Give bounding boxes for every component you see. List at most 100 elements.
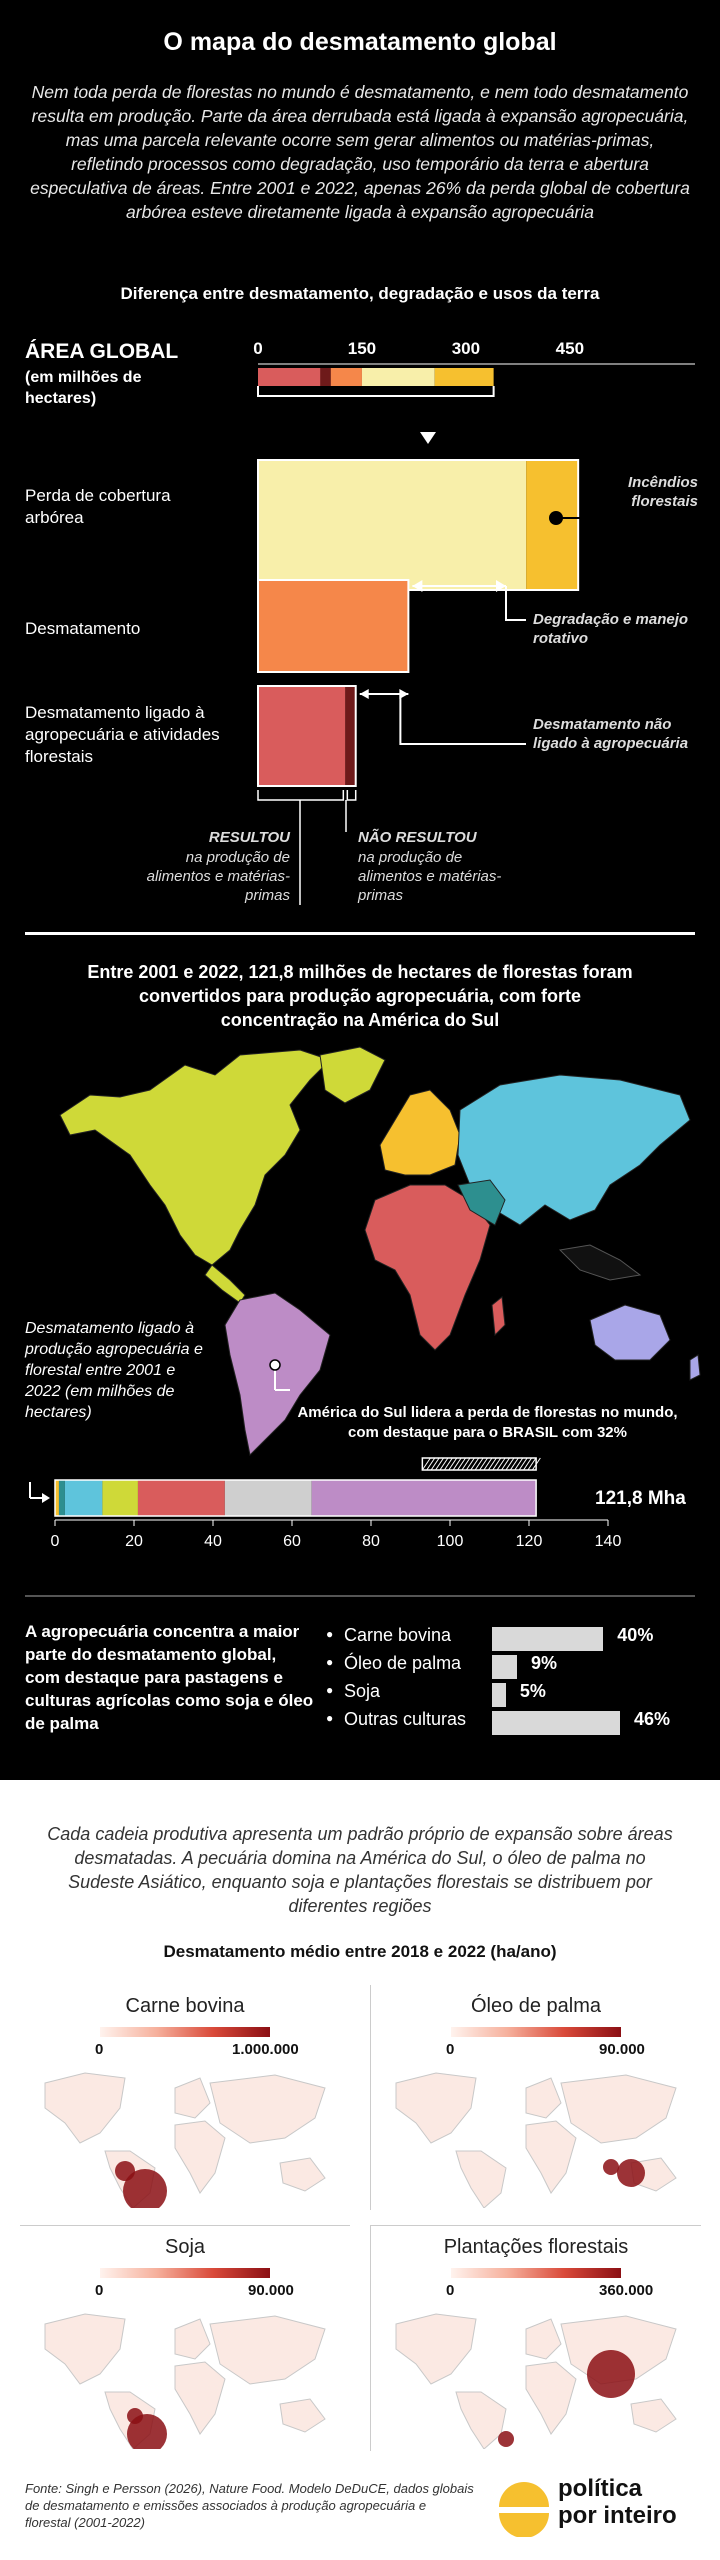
hatch-line (518, 1457, 528, 1471)
bar-tree-loss-main (258, 460, 527, 590)
axis-tick-label: 450 (556, 339, 584, 358)
world-map (59, 1046, 701, 1457)
commodity-world-map (395, 2313, 677, 2449)
hotspot-area (127, 2408, 143, 2424)
scale-max-label: 90.000 (248, 2282, 294, 2299)
hatch-line (492, 1457, 502, 1471)
hotspot-area (115, 2161, 135, 2181)
color-scale-bar (100, 2268, 270, 2278)
label-nao-resultou: NÃO RESULTOU (358, 829, 477, 846)
non-agri-pointer (399, 694, 526, 745)
degradation-pointer (505, 586, 526, 621)
bar-deforestation (257, 579, 410, 673)
new-zealand-region (689, 1354, 701, 1381)
annotation-non-agri: Desmatamento não ligado à agropecuária (533, 716, 689, 752)
hatch-line (452, 1457, 462, 1471)
total-bar-segment (102, 1480, 138, 1516)
section4-subtitle: Desmatamento médio entre 2018 e 2022 (ha… (163, 1942, 557, 1961)
label-resultou-detail: na produção de alimentos e matérias-prim… (146, 849, 290, 904)
brand-name-1: política (558, 2475, 643, 2502)
brand-logo-icon (499, 2482, 549, 2537)
hatch-line (496, 1457, 506, 1471)
total-bar-segment (58, 1480, 65, 1516)
scale-min-label: 0 (446, 2041, 455, 2058)
region-shape (525, 2120, 577, 2194)
total-bar-outline (54, 1479, 537, 1517)
pointer-arrow-icon (42, 1493, 50, 1503)
hatch-line (457, 1457, 466, 1471)
scale-max-label: 360.000 (599, 2282, 654, 2299)
total-bar-segment (311, 1480, 537, 1516)
hatch-line (461, 1457, 471, 1471)
region-shape (174, 2318, 211, 2360)
hatch-line (483, 1457, 493, 1471)
region-shape (455, 2150, 507, 2208)
share-label: Óleo de palma (344, 1653, 462, 1673)
overview-bar-segment (434, 368, 494, 386)
bullet-icon: ● (326, 1627, 334, 1641)
europe-region (379, 1089, 461, 1176)
region-shape (279, 2157, 326, 2192)
nao-resultou-bracket (346, 790, 357, 801)
share-bar (492, 1655, 518, 1679)
axis-tick-label: 300 (452, 339, 480, 358)
section3-text: A agropecuária concentra a maior parte d… (25, 1622, 314, 1733)
greenland-region (319, 1046, 386, 1104)
source-note: Fonte: Singh e Persson (2026), Nature Fo… (25, 2481, 474, 2530)
oceania-region (589, 1304, 671, 1361)
total-deforestation-bar: 0 20 40 60 80 100 120 140 (29, 1457, 621, 1550)
brand-name-2: por inteiro (558, 2502, 677, 2529)
bar-tree-loss-fires (526, 460, 579, 590)
bullet-icon: ● (326, 1711, 334, 1725)
resultou-bracket (257, 790, 345, 801)
axis-tick-label: 20 (125, 1533, 143, 1550)
hotspot-area (123, 2169, 167, 2208)
hatch-line (509, 1457, 519, 1471)
south-america-note: América do Sul lidera a perda de florest… (297, 1404, 678, 1441)
axis-tick-label: 120 (516, 1533, 543, 1550)
label-resultou: RESULTOU (208, 829, 290, 846)
total-bar-segment (55, 1480, 59, 1516)
light-section: Cada cadeia produtiva apresenta um padrã… (0, 1780, 720, 2560)
row-label-deforestation: Desmatamento (25, 619, 141, 638)
bar-nao-resultou (345, 686, 356, 786)
panel-title: Óleo de palma (470, 1995, 602, 2017)
page-title: O mapa do desmatamento global (163, 28, 557, 56)
divider (25, 932, 695, 935)
total-bar-segment (224, 1480, 312, 1516)
hatch-line (465, 1457, 475, 1471)
section4-intro: Cada cadeia produtiva apresenta um padrã… (47, 1824, 673, 1916)
region-shape (560, 2074, 677, 2144)
overview-bar-segment (320, 368, 331, 386)
hatch-line (421, 1457, 431, 1471)
arrow-right-icon (496, 580, 506, 592)
bar-tree-loss-outline (257, 459, 580, 591)
annotation-degradation: Degradação e manejo rotativo (533, 611, 689, 647)
share-row: ● Outras culturas 46% (0, 1709, 720, 1735)
row-label-tree-loss: Perda de cobertura arbórea (25, 486, 171, 527)
hatch-line (448, 1457, 458, 1471)
commodity-world-map (44, 2072, 326, 2208)
commodity-map-panel: Óleo de palma 0 90.000 (370, 1985, 701, 2210)
hatch-line (523, 1457, 532, 1471)
hatch-line (435, 1457, 444, 1471)
share-pct: 40% (617, 1625, 654, 1645)
hotspot-area (617, 2159, 645, 2187)
north-america-region (59, 1049, 331, 1266)
land-use-chart: 0 150 300 450 (253, 339, 695, 905)
label-nao-resultou-detail: na produção de alimentos e matérias-prim… (358, 849, 502, 904)
overview-bar-segment (361, 368, 435, 386)
commodity-map-panel: Soja 0 90.000 (20, 2225, 350, 2451)
bar-resultou (258, 686, 346, 786)
divider-2 (25, 1595, 695, 1597)
share-pct: 9% (531, 1653, 558, 1673)
bullet-icon: ● (326, 1655, 334, 1669)
share-pct: 46% (634, 1709, 671, 1729)
region-shape (44, 2072, 126, 2144)
share-row: ● Soja 5% (0, 1681, 720, 1707)
hatch-line (439, 1457, 449, 1471)
axis-tick-label: 0 (51, 1533, 60, 1550)
arrow-left-icon (412, 580, 423, 592)
hatch-line (470, 1457, 480, 1471)
annotation-fires: Incêndios florestais (627, 474, 698, 510)
